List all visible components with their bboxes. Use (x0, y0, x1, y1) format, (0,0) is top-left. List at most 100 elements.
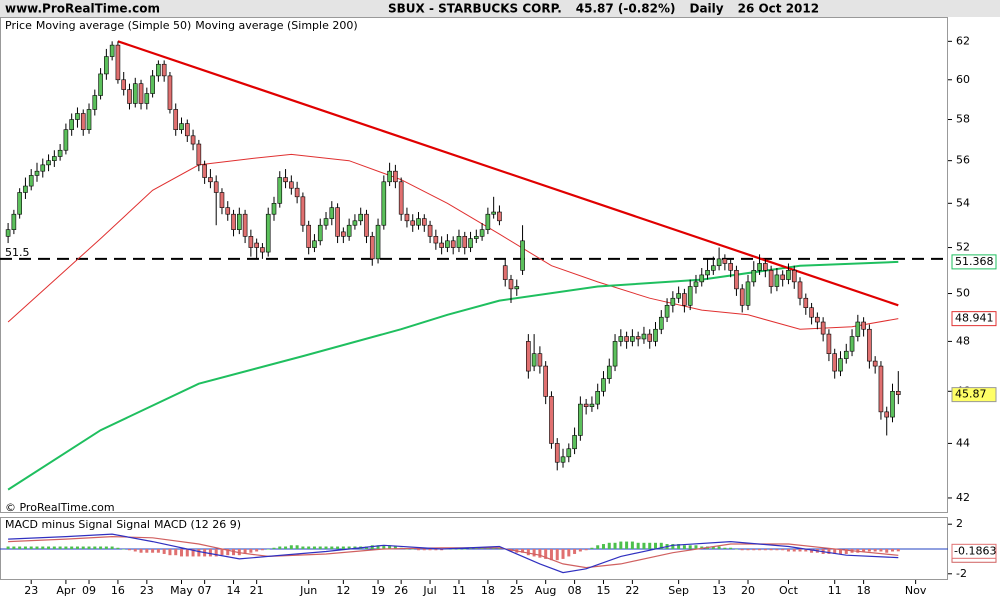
macd-histogram-bar (804, 549, 808, 552)
macd-histogram-bar (272, 547, 276, 549)
candle-body (86, 109, 92, 130)
candle-body (237, 213, 242, 230)
macd-histogram-bar (278, 546, 282, 549)
candle-body (52, 156, 57, 161)
macd-histogram-bar (284, 546, 288, 549)
macd-histogram-bar (463, 549, 467, 550)
candle-body (861, 321, 866, 330)
candle-body (271, 203, 277, 215)
candle-body (375, 224, 381, 260)
candle-body (867, 328, 872, 362)
candle-body (381, 181, 387, 226)
candle-body (184, 123, 190, 137)
candle-body (450, 240, 456, 248)
macd-histogram-bar (393, 546, 397, 549)
macd-histogram-bar (873, 549, 877, 552)
macd-histogram-bar (526, 549, 530, 556)
candle-body (17, 192, 22, 215)
macd-histogram-bar (752, 549, 756, 551)
candle-body (693, 281, 699, 287)
macd-histogram-bar (792, 549, 796, 552)
candle-body (11, 213, 17, 230)
candle-body (352, 220, 358, 226)
macd-histogram-bar (341, 546, 345, 549)
macd-histogram-bar (630, 541, 634, 549)
y-tick-label: 52 (956, 241, 970, 254)
chart-title: Daily (689, 2, 723, 16)
macd-histogram-bar (798, 549, 802, 552)
x-tick-label: 22 (625, 584, 639, 597)
macd-histogram-bar (289, 545, 293, 549)
candle-body (526, 341, 531, 372)
macd-histogram-bar (347, 546, 351, 549)
candle-body (289, 181, 294, 189)
value-box (951, 311, 997, 327)
candle-body (734, 270, 739, 290)
candle-body (635, 336, 641, 340)
macd-histogram-bar (162, 549, 166, 554)
candle-body (641, 333, 647, 340)
candle-body (531, 353, 537, 367)
legend-label: Signal (116, 518, 150, 531)
candle-body (254, 242, 259, 248)
candle-body (445, 240, 450, 248)
x-tick-label: 08 (568, 584, 582, 597)
macd-histogram-bar (607, 542, 611, 549)
candle-body (46, 160, 51, 166)
candle-body (508, 279, 514, 290)
candle-body (312, 240, 317, 248)
macd-histogram-bar (682, 545, 686, 549)
candle-body (75, 113, 80, 120)
macd-histogram-bar (711, 546, 715, 549)
candle-body (624, 336, 629, 342)
macd-histogram-bar (156, 549, 160, 553)
candle-body (329, 207, 335, 219)
candle-body (161, 63, 167, 77)
chart-title: 45.87 (-0.82%) (576, 2, 676, 16)
macd-histogram-bar (330, 546, 334, 549)
x-tick-label: Apr (56, 584, 76, 597)
x-tick-label: 18 (857, 584, 871, 597)
candle-body (173, 109, 179, 130)
candle-body (803, 297, 809, 308)
candle-body (138, 83, 144, 104)
x-tick-label: 13 (712, 584, 726, 597)
macd-histogram-bar (555, 549, 559, 561)
candle-body (890, 390, 895, 418)
macd-histogram-bar (601, 544, 605, 549)
candle-body (98, 73, 103, 96)
candle-body (231, 213, 236, 230)
macd-histogram-bar (318, 546, 322, 549)
x-tick-label: 26 (394, 584, 408, 597)
macd-histogram-bar (844, 549, 848, 554)
candle-body (872, 360, 878, 367)
macd-histogram-bar (411, 549, 415, 550)
candle-body (612, 341, 618, 367)
macd-histogram-bar (636, 542, 640, 549)
macd-histogram-bar (295, 545, 299, 549)
legend-label: MACD minus Signal (5, 518, 112, 531)
macd-histogram-bar (838, 549, 842, 554)
macd-line (8, 533, 899, 574)
legend-label: Moving average (Simple 200) (195, 19, 357, 32)
candle-body (485, 213, 491, 230)
candle-body (763, 263, 768, 271)
candle-body (104, 56, 109, 75)
candle-body (335, 207, 340, 237)
candle-body (491, 211, 496, 215)
legend-label: Price (5, 19, 32, 32)
candle-body (427, 224, 433, 237)
candle-body (537, 353, 543, 367)
macd-histogram-bar (122, 549, 126, 550)
x-tick-label: 21 (250, 584, 264, 597)
candle-body (57, 149, 63, 157)
value-box-label: -0.1863 (954, 544, 996, 557)
candle-body (323, 218, 329, 226)
macd-histogram-bar (81, 546, 85, 549)
candle-body (670, 297, 676, 306)
macd-histogram-bar (249, 549, 253, 553)
candle-body (739, 288, 745, 306)
x-tick-label: 16 (111, 584, 125, 597)
macd-histogram-bar (41, 546, 45, 549)
